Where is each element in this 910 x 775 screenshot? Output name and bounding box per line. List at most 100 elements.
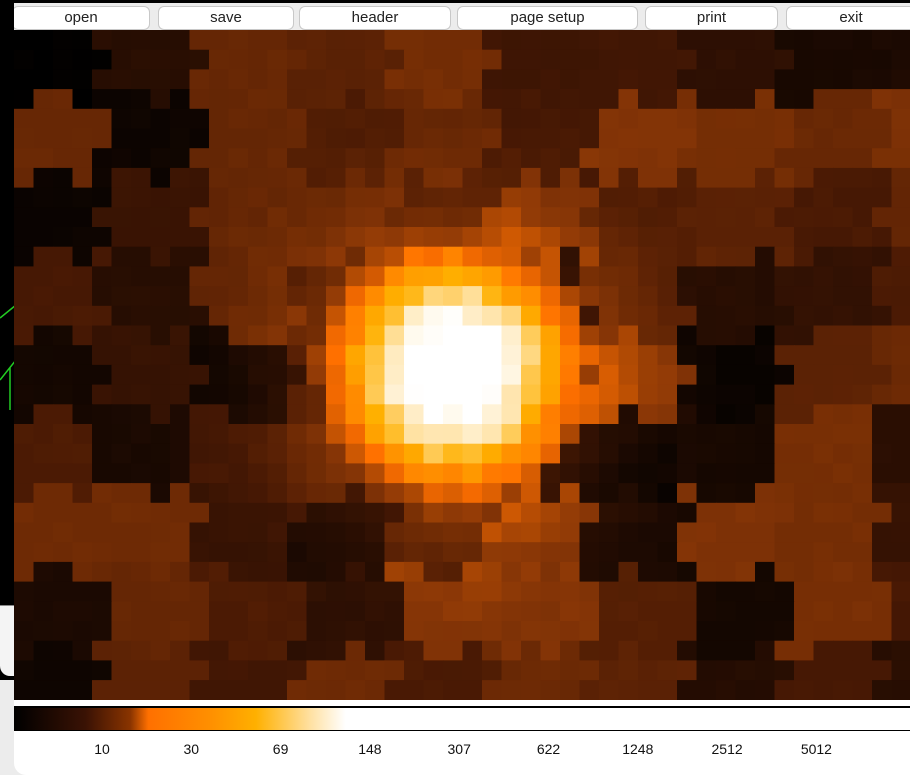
image-pixel [814, 660, 834, 680]
image-pixel [463, 286, 483, 306]
image-pixel [73, 660, 93, 680]
image-pixel [853, 444, 873, 464]
image-pixel [229, 50, 249, 70]
image-pixel [794, 266, 814, 286]
image-pixel [365, 207, 385, 227]
image-pixel [853, 641, 873, 661]
image-pixel [209, 89, 229, 109]
image-pixel [833, 188, 853, 208]
image-pixel [502, 365, 522, 385]
image-pixel [190, 404, 210, 424]
image-pixel [73, 129, 93, 149]
image-pixel [463, 463, 483, 483]
image-pixel [151, 188, 171, 208]
image-pixel [755, 50, 775, 70]
image-pixel [599, 306, 619, 326]
image-pixel [716, 365, 736, 385]
image-pixel [229, 404, 249, 424]
image-pixel [502, 50, 522, 70]
image-pixel [268, 424, 288, 444]
image-pixel [190, 444, 210, 464]
image-pixel [794, 562, 814, 582]
image-pixel [170, 444, 190, 464]
toolbar-button[interactable]: save [158, 6, 294, 30]
image-pixel [775, 562, 795, 582]
image-pixel [92, 641, 112, 661]
image-pixel [502, 680, 522, 700]
image-pixel [385, 306, 405, 326]
image-pixel [209, 523, 229, 543]
toolbar-button[interactable]: exit [786, 6, 910, 30]
image-pixel [443, 444, 463, 464]
image-pixel [853, 621, 873, 641]
image-pixel [892, 641, 910, 661]
image-pixel [229, 30, 249, 50]
image-pixel [794, 286, 814, 306]
image-pixel [599, 89, 619, 109]
image-pixel [73, 424, 93, 444]
image-pixel [814, 266, 834, 286]
image-pixel [716, 148, 736, 168]
image-pixel [209, 444, 229, 464]
image-pixel [892, 50, 910, 70]
image-pixel [287, 463, 307, 483]
image-pixel [833, 660, 853, 680]
colorbar-label: 148 [358, 741, 381, 757]
image-pixel [541, 463, 561, 483]
image-pixel [190, 542, 210, 562]
image-pixel [131, 523, 151, 543]
image-pixel [814, 404, 834, 424]
image-pixel [853, 227, 873, 247]
image-pixel [248, 50, 268, 70]
toolbar-button[interactable]: print [645, 6, 778, 30]
image-pixel [794, 345, 814, 365]
image-pixel [53, 188, 73, 208]
image-pixel [736, 503, 756, 523]
image-pixel [14, 463, 34, 483]
image-pixel [268, 523, 288, 543]
image-pixel [346, 641, 366, 661]
image-pixel [92, 424, 112, 444]
image-pixel [170, 50, 190, 70]
image-pixel [326, 562, 346, 582]
image-pixel [268, 89, 288, 109]
toolbar-button[interactable]: header [299, 6, 451, 30]
image-pixel [521, 129, 541, 149]
image-pixel [599, 404, 619, 424]
image-pixel [716, 503, 736, 523]
image-pixel [346, 69, 366, 89]
image-pixel [385, 601, 405, 621]
image-pixel [151, 286, 171, 306]
image-pixel [190, 641, 210, 661]
image-pixel [775, 188, 795, 208]
image-pixel [853, 562, 873, 582]
image-pixel [365, 109, 385, 129]
image-pixel [131, 247, 151, 267]
image-pixel [775, 385, 795, 405]
toolbar-button[interactable]: page setup [457, 6, 638, 30]
image-pixel [736, 463, 756, 483]
image-pixel [248, 463, 268, 483]
image-pixel [560, 306, 580, 326]
image-pixel [677, 109, 697, 129]
image-pixel [833, 582, 853, 602]
toolbar-button[interactable]: open [14, 6, 150, 30]
image-pixel [521, 503, 541, 523]
image-pixel [92, 345, 112, 365]
image-pixel [229, 266, 249, 286]
image-pixel [229, 503, 249, 523]
image-pixel [638, 503, 658, 523]
image-pixel [424, 50, 444, 70]
image-pixel [658, 50, 678, 70]
image-pixel [151, 30, 171, 50]
image-pixel [892, 582, 910, 602]
image-pixel [424, 582, 444, 602]
image-pixel [248, 326, 268, 346]
image-pixel [658, 385, 678, 405]
image-pixel [599, 621, 619, 641]
image-pixel [34, 365, 54, 385]
image-pixel [833, 207, 853, 227]
image-pixel [482, 424, 502, 444]
image-pixel [658, 286, 678, 306]
image-pixel [34, 188, 54, 208]
